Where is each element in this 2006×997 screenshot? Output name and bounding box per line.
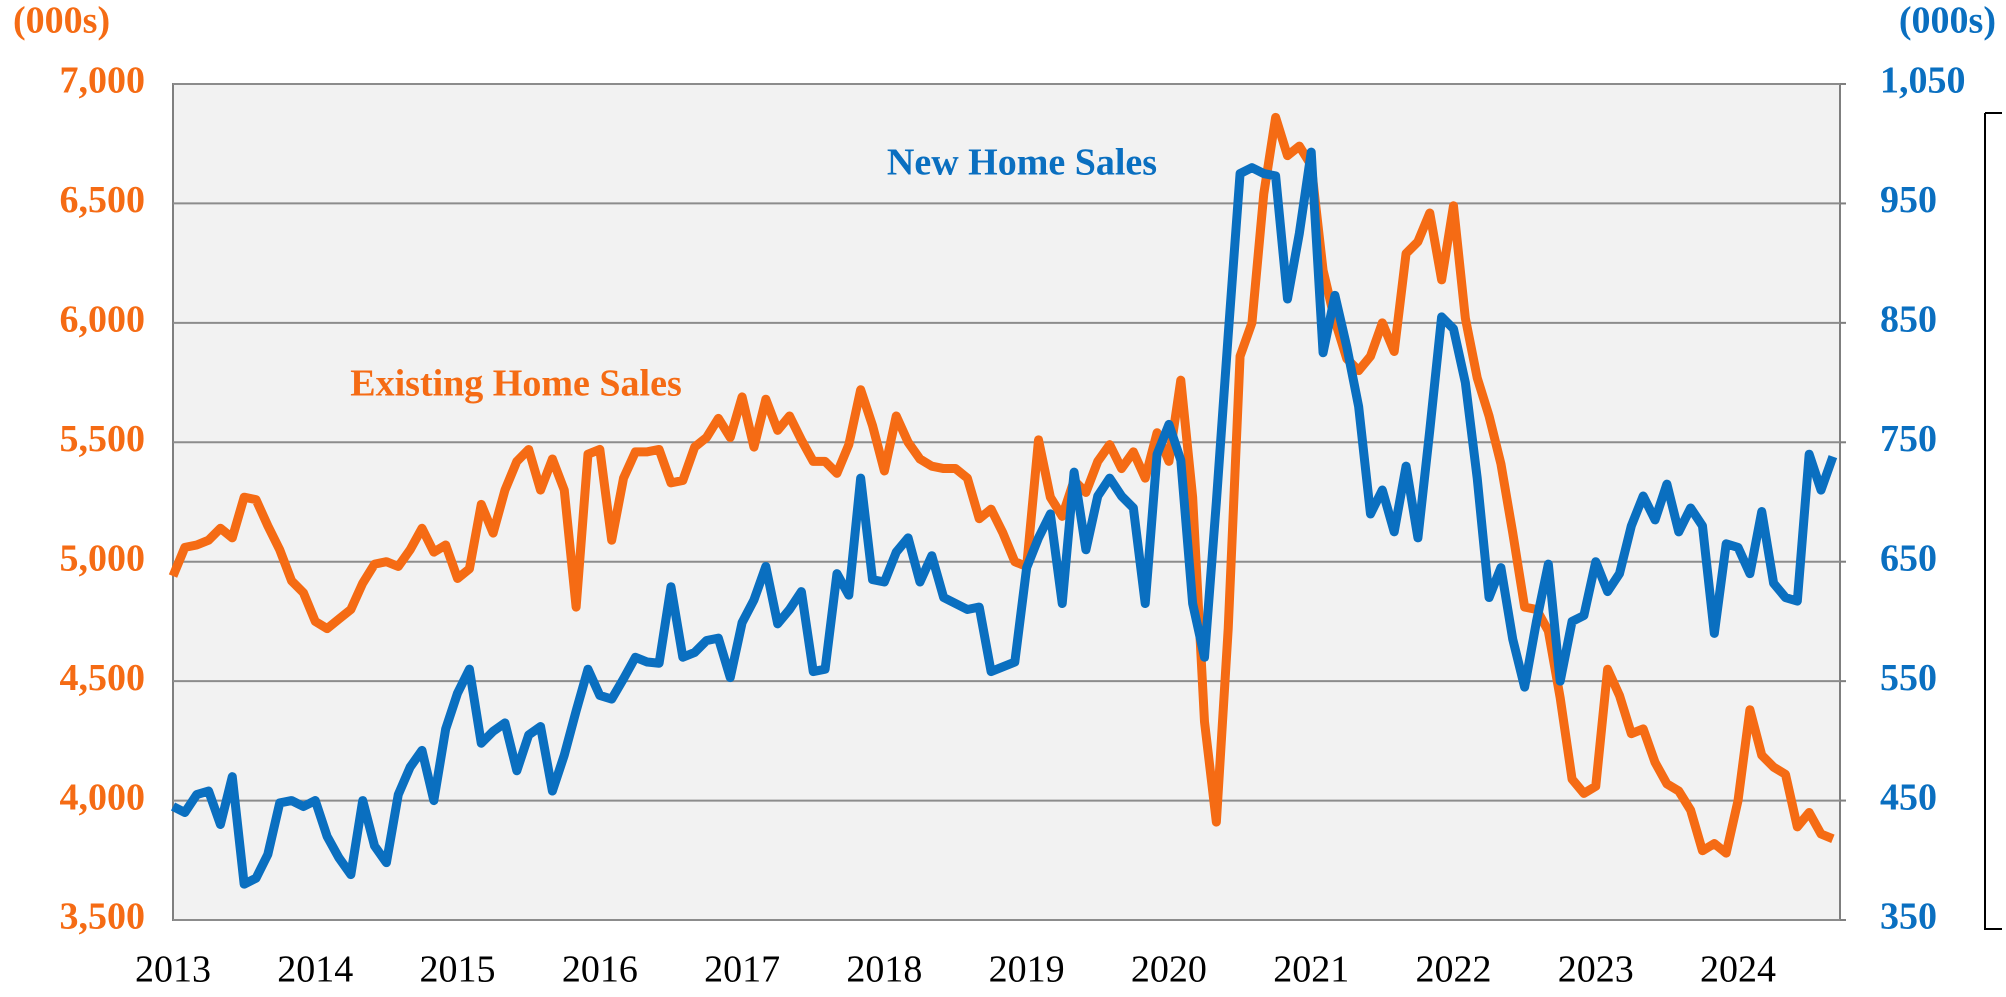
x-tick-label: 2024 (1700, 949, 1776, 991)
x-tick-label: 2022 (1415, 949, 1491, 991)
annotation: Existing Home Sales (350, 363, 681, 405)
annotation: New Home Sales (887, 142, 1157, 184)
x-tick-label: 2017 (704, 949, 780, 991)
y2-tick-label: 450 (1880, 776, 1937, 818)
x-tick-label: 2020 (1131, 949, 1207, 991)
x-tick-label: 2013 (135, 949, 211, 991)
x-tick-label: 2015 (420, 949, 496, 991)
y2-tick-label: 550 (1880, 657, 1937, 699)
y2-tick-label: 850 (1880, 299, 1937, 341)
y2-tick-label: 650 (1880, 537, 1937, 579)
y2-tick-label: 350 (1880, 896, 1937, 938)
bracket (1984, 112, 2002, 930)
x-tick-label: 2018 (846, 949, 922, 991)
x-tick-label: 2019 (989, 949, 1065, 991)
x-tick-label: 2016 (562, 949, 638, 991)
line-series (170, 147, 1838, 889)
y-tick-label: 4,000 (60, 776, 146, 818)
y-tick-label: 7,000 (60, 60, 146, 102)
x-tick-label: 2023 (1558, 949, 1634, 991)
y-unit-label: (000s) (13, 0, 110, 42)
y-tick-label: 3,500 (60, 896, 146, 938)
y2-tick-label: 950 (1880, 179, 1937, 221)
y-tick-label: 5,500 (60, 418, 146, 460)
plot-area (172, 83, 1841, 921)
y2-tick-label: 1,050 (1880, 60, 1966, 102)
y-tick-label: 6,500 (60, 179, 146, 221)
x-tick-label: 2014 (277, 949, 353, 991)
y2-unit-label: (000s) (1899, 0, 1996, 42)
x-tick-label: 2021 (1273, 949, 1349, 991)
y2-tick-label: 750 (1880, 418, 1937, 460)
y-tick-label: 5,000 (60, 537, 146, 579)
y-tick-label: 4,500 (60, 657, 146, 699)
y-tick-label: 6,000 (60, 299, 146, 341)
